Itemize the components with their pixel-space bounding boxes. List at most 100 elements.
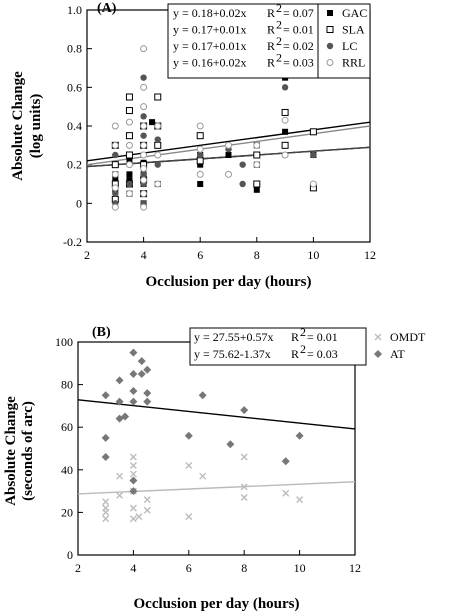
data-point-gac	[126, 157, 133, 164]
data-point-omdt	[240, 453, 248, 461]
x-tick-label: 8	[241, 561, 247, 575]
y-tick-label: 0.4	[67, 119, 82, 133]
y-tick-label: 1.0	[67, 3, 82, 17]
data-point-lc	[197, 151, 204, 159]
data-point-rrl	[154, 180, 162, 188]
legend-marker-gac	[327, 10, 333, 16]
data-point-sla	[253, 151, 261, 159]
data-point-rrl	[225, 170, 232, 178]
x-tick-label: 10	[294, 561, 306, 575]
data-point-lc	[281, 84, 289, 91]
data-point-sla	[125, 107, 133, 115]
data-point-lc	[140, 113, 147, 120]
x-tick-label: 8	[254, 248, 260, 262]
data-point-gac	[225, 152, 232, 158]
data-point-at	[137, 357, 146, 366]
y-axis-title: Absolute Change	[10, 71, 26, 181]
data-point-rrl	[196, 145, 204, 153]
legend-marker-lc	[326, 42, 334, 50]
data-point-sla	[125, 151, 133, 159]
fit-equation: y = 27.55+0.57x	[194, 330, 274, 344]
data-point-at	[226, 440, 235, 449]
legend-box	[189, 327, 367, 366]
y-tick-label: 0.6	[67, 80, 82, 94]
x-tick-label: 4	[141, 248, 147, 262]
data-point-omdt	[116, 472, 124, 480]
data-point-rrl	[111, 184, 119, 192]
data-point-sla	[253, 180, 261, 188]
legend-label-sla: SLA	[342, 23, 365, 37]
data-point-gac	[253, 186, 260, 193]
r2-superscript: 2	[276, 1, 282, 15]
fit-equation: y = 0.18+0.02x	[173, 6, 247, 20]
data-point-omdt	[296, 496, 304, 504]
r2-superscript: 2	[276, 34, 282, 48]
r2-superscript: 2	[300, 325, 306, 339]
data-point-rrl	[309, 180, 317, 188]
r2-superscript: 2	[276, 18, 282, 32]
data-point-rrl	[125, 141, 133, 149]
r2-label: R	[291, 347, 299, 361]
y-axis-title: Absolute Change	[3, 396, 19, 506]
data-point-sla	[196, 132, 204, 140]
y-tick-label: 0.2	[67, 158, 82, 172]
data-point-at	[121, 412, 130, 421]
data-point-at	[143, 365, 152, 374]
data-point-rrl	[281, 116, 289, 124]
x-axis-title: Occlusion per day (hours)	[134, 596, 300, 612]
data-point-at	[129, 397, 138, 406]
data-point-omdt	[129, 453, 137, 461]
r2-value: = 0.01	[283, 23, 314, 37]
legend-marker-omdt	[374, 333, 382, 341]
data-point-rrl	[125, 190, 133, 198]
data-point-rrl	[111, 203, 119, 211]
y-tick-label: 100	[55, 335, 73, 349]
data-point-gac	[126, 177, 133, 184]
data-point-at	[115, 397, 124, 406]
y-tick-label: 0	[67, 548, 73, 562]
data-point-rrl	[140, 141, 148, 149]
data-point-omdt	[135, 513, 143, 521]
r2-label: R	[267, 56, 275, 70]
data-point-at	[295, 431, 304, 440]
data-point-omdt	[185, 462, 193, 470]
legend-box	[167, 3, 371, 79]
panel-label: (A)	[97, 1, 117, 16]
data-point-at	[137, 369, 146, 378]
data-point-omdt	[129, 470, 137, 478]
legend-marker-at	[374, 350, 382, 358]
legend-marker-sla	[326, 26, 334, 33]
data-point-lc	[154, 136, 161, 143]
data-point-lc	[310, 151, 317, 159]
y-tick-label: 0	[76, 196, 82, 210]
y-tick-label: 0.8	[67, 42, 82, 56]
data-point-rrl	[140, 165, 148, 173]
legend-label-at: AT	[390, 347, 405, 361]
fit-equation: y = 75.62-1.37x	[194, 347, 271, 361]
data-point-at	[240, 406, 249, 415]
fit-line-omdt	[77, 481, 356, 495]
data-point-rrl	[140, 103, 148, 111]
legend-label-gac: GAC	[342, 6, 367, 20]
data-point-rrl	[253, 141, 261, 149]
data-point-gac	[197, 161, 204, 168]
r2-superscript: 2	[300, 342, 306, 356]
data-point-sla	[111, 161, 119, 169]
data-point-lc	[239, 180, 246, 188]
data-point-omdt	[129, 504, 137, 512]
chart-panel-b: 2 4 6 8 10 12 0 20 40 60 80 100 Occlusion per day (h…	[3, 325, 426, 612]
data-point-rrl	[154, 151, 162, 159]
x-tick-label: 2	[75, 561, 81, 575]
y-axis-title-units: (seconds of arc)	[20, 401, 36, 501]
y-tick-label: 60	[61, 420, 73, 434]
x-tick-label: 12	[349, 561, 361, 575]
data-point-at	[101, 391, 110, 400]
data-point-omdt	[199, 472, 207, 480]
legend-label-omdt: OMDT	[390, 330, 426, 344]
r2-label: R	[267, 6, 275, 20]
data-point-at	[115, 376, 124, 385]
r2-value: = 0.07	[283, 6, 314, 20]
legend: y = 27.55+0.57x R OMDT y = 75.62-1.37x R AT 2 =…	[189, 325, 426, 366]
data-point-sla	[281, 141, 289, 149]
